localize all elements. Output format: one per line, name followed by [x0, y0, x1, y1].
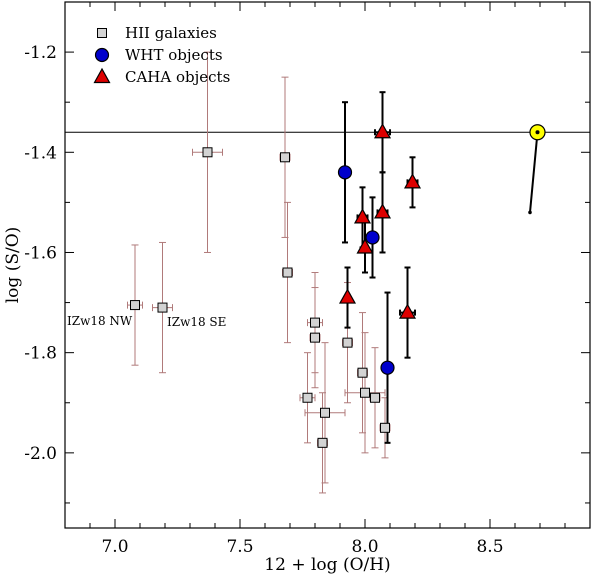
data-point-hii — [302, 392, 313, 403]
legend-marker-wht — [94, 47, 110, 63]
plot-frame — [64, 1, 591, 529]
data-point-caha — [373, 203, 392, 219]
x-tick-label: 7.5 — [226, 537, 253, 557]
sun-symbol-dot — [535, 130, 540, 135]
data-point-caha — [403, 173, 422, 189]
data-point-hii — [360, 387, 370, 398]
legend-label-hii: HII galaxies — [125, 24, 217, 42]
data-point-hii — [130, 300, 140, 311]
y-tick-label: -2.0 — [24, 444, 57, 464]
data-point-hii — [317, 437, 328, 448]
data-point-hii — [280, 152, 290, 163]
data-point-hii — [202, 147, 213, 158]
y-tick-label: -1.4 — [24, 143, 57, 163]
y-axis-title: log (S/O) — [3, 227, 23, 304]
x-tick-label: 8.5 — [476, 537, 503, 557]
data-point-wht — [380, 360, 395, 375]
y-tick-label: -1.8 — [24, 344, 57, 364]
annotation-izw18-se: IZw18 SE — [167, 315, 226, 329]
legend-label-caha: CAHA objects — [125, 68, 230, 86]
data-point-caha — [338, 288, 357, 304]
data-point-hii — [310, 317, 320, 328]
data-point-hii — [310, 332, 320, 343]
data-point-caha — [356, 238, 374, 254]
data-point-wht — [365, 230, 380, 245]
data-point-caha — [353, 208, 372, 224]
data-point-caha — [398, 303, 417, 319]
annotation-izw18-nw: IZw18 NW — [67, 314, 133, 328]
x-axis-title: 12 + log (O/H) — [264, 555, 390, 575]
data-point-hii — [320, 407, 330, 418]
x-tick-label: 8.0 — [351, 537, 378, 557]
y-tick-label: -1.6 — [24, 243, 57, 263]
y-tick-label: -1.2 — [24, 43, 57, 63]
data-point-hii — [282, 267, 293, 278]
x-tick-label: 7.0 — [101, 537, 128, 557]
data-layer — [65, 51, 590, 494]
legend-marker-caha — [93, 67, 111, 84]
axis-ticks: 7.0 7.5 8.0 8.5 -1.2 -1.4 -1.6 -1.8 -2.0 — [24, 1, 591, 557]
data-point-hii — [157, 302, 168, 313]
data-point-hii — [370, 392, 380, 403]
solar-track-end — [528, 210, 532, 215]
solar-track-line — [529, 132, 539, 213]
legend-label-wht: WHT objects — [125, 46, 223, 64]
legend-marker-hii — [97, 28, 107, 38]
data-point-hii — [357, 367, 368, 378]
data-point-hii — [380, 422, 390, 433]
data-point-caha — [373, 123, 392, 139]
data-point-wht — [337, 165, 353, 180]
legend: HII galaxies WHT objects CAHA objects — [93, 24, 230, 86]
data-point-hii — [342, 337, 353, 348]
